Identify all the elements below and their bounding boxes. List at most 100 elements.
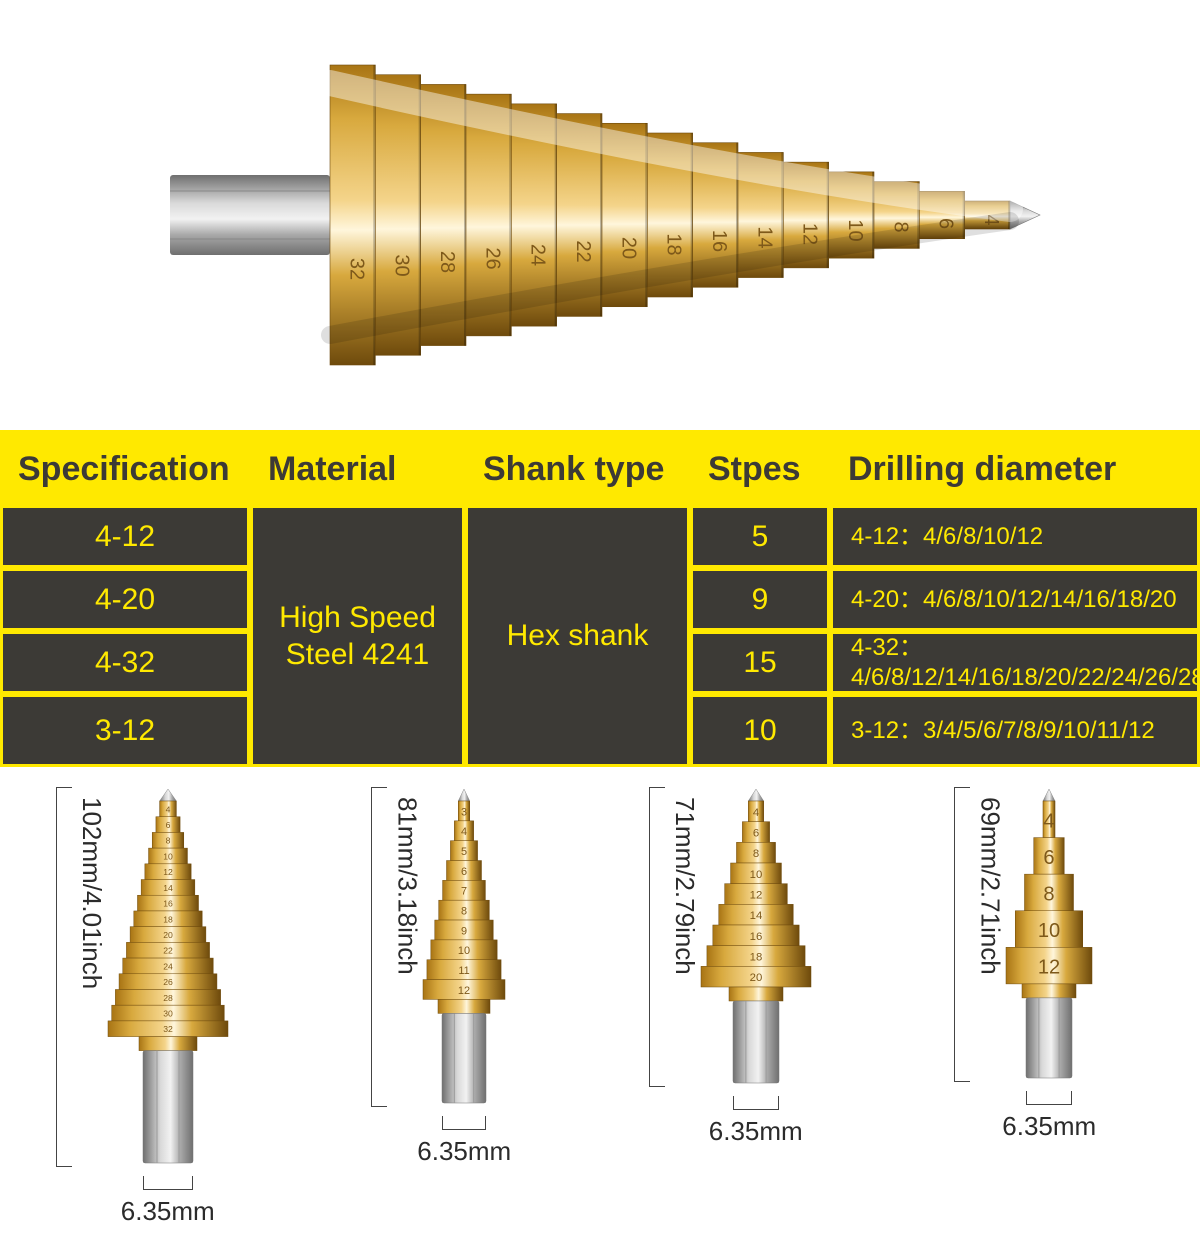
svg-text:22: 22 (163, 946, 173, 956)
spec-header-row: Specification Material Shank type Stpes … (0, 430, 1200, 505)
shank-width-label: 6.35mm (417, 1136, 511, 1167)
lineup-item: 69mm/2.71inch 4681012 6.35mm (976, 787, 1122, 1257)
svg-text:14: 14 (753, 226, 775, 248)
col-header-steps: Stpes (690, 430, 830, 505)
svg-text:20: 20 (163, 930, 173, 940)
svg-text:10: 10 (1038, 920, 1060, 942)
height-bracket (954, 787, 970, 1082)
col-steps: 5 9 15 10 (690, 505, 830, 767)
svg-text:28: 28 (163, 993, 173, 1003)
svg-text:26: 26 (163, 977, 173, 987)
svg-text:8: 8 (165, 836, 170, 846)
svg-text:4: 4 (165, 804, 170, 814)
svg-text:12: 12 (1038, 957, 1060, 979)
svg-text:30: 30 (163, 1008, 173, 1018)
width-bracket (143, 1176, 193, 1190)
col-specification: 4-12 4-20 4-32 3-12 (0, 505, 250, 767)
svg-text:5: 5 (461, 846, 467, 858)
spec-cell: 4-32 (0, 631, 250, 694)
svg-text:12: 12 (749, 890, 762, 902)
svg-text:8: 8 (753, 848, 759, 860)
svg-text:6: 6 (753, 828, 759, 840)
svg-text:3: 3 (461, 806, 467, 818)
shank-width-label: 6.35mm (121, 1196, 215, 1227)
step-drill-icon: 4 6 8 10 12 14 16 18 20 (671, 787, 841, 1087)
svg-text:14: 14 (749, 910, 762, 922)
svg-text:10: 10 (749, 869, 762, 881)
diam-cell: 4-20：4/6/8/10/12/14/16/18/20 (830, 568, 1200, 631)
svg-text:16: 16 (163, 899, 173, 909)
shank-width-label: 6.35mm (1002, 1111, 1096, 1142)
shank-cell: Hex shank (465, 505, 690, 767)
svg-text:6: 6 (165, 820, 170, 830)
svg-text:26: 26 (481, 247, 503, 269)
col-shank: Hex shank (465, 505, 690, 767)
svg-text:18: 18 (163, 914, 173, 924)
svg-text:28: 28 (436, 251, 458, 273)
svg-text:8: 8 (1044, 883, 1055, 905)
bit-lineup: 102mm/4.01inch 4681012141618202224262830… (0, 767, 1200, 1257)
step-drill-icon: 4 6 8 10 12 (976, 787, 1122, 1082)
bit-wrap: 4 6 8 10 12 14 16 18 20 (671, 787, 841, 1092)
svg-text:32: 32 (163, 1024, 173, 1034)
bit-wrap: 4 6 8 10 12 (976, 787, 1122, 1087)
svg-text:16: 16 (708, 230, 730, 252)
svg-text:6: 6 (1044, 847, 1055, 869)
col-diameter: 4-12：4/6/8/10/12 4-20：4/6/8/10/12/14/16/… (830, 505, 1200, 767)
lineup-item: 81mm/3.18inch 3456789101112 6.35mm (393, 787, 535, 1257)
step-drill-hero: 323028262422201816141210864 (150, 25, 1050, 405)
col-material: High Speed Steel 4241 (250, 505, 465, 767)
svg-text:7: 7 (461, 886, 467, 898)
svg-text:12: 12 (458, 985, 470, 997)
svg-text:8: 8 (461, 905, 467, 917)
steps-cell: 5 (690, 505, 830, 568)
height-bracket (649, 787, 665, 1087)
lineup-item: 71mm/2.79inch 468101214161820 6.35mm (671, 787, 841, 1257)
svg-text:24: 24 (163, 961, 173, 971)
svg-text:18: 18 (663, 233, 685, 255)
svg-text:20: 20 (749, 972, 762, 984)
hero-image: 323028262422201816141210864 (0, 0, 1200, 430)
svg-text:12: 12 (163, 867, 173, 877)
svg-text:11: 11 (459, 965, 470, 977)
steps-cell: 15 (690, 631, 830, 694)
col-header-diameter: Drilling diameter (830, 430, 1200, 505)
step-drill-icon: 3 4 5 6 7 8 9 10 11 12 (393, 787, 535, 1107)
svg-text:18: 18 (749, 952, 762, 964)
spec-table: Specification Material Shank type Stpes … (0, 430, 1200, 767)
height-bracket (56, 787, 72, 1167)
svg-text:24: 24 (527, 244, 549, 266)
shank-width-label: 6.35mm (709, 1116, 803, 1147)
spec-cell: 4-20 (0, 568, 250, 631)
svg-text:10: 10 (458, 945, 470, 957)
width-bracket (442, 1116, 486, 1130)
svg-text:4: 4 (1044, 810, 1055, 832)
diam-cell: 3-12：3/4/5/6/7/8/9/10/11/12 (830, 694, 1200, 767)
col-header-specification: Specification (0, 430, 250, 505)
col-header-material: Material (250, 430, 465, 505)
step-drill-icon: 4 6 8 10 12 14 16 18 20 22 24 26 28 30 32 (78, 787, 258, 1167)
svg-text:4: 4 (753, 807, 759, 819)
diam-cell: 4-12：4/6/8/10/12 (830, 505, 1200, 568)
svg-text:10: 10 (163, 851, 173, 861)
bit-wrap: 3 4 5 6 7 8 9 10 11 12 (393, 787, 535, 1112)
svg-text:32: 32 (345, 258, 367, 280)
svg-text:6: 6 (461, 866, 467, 878)
svg-text:4: 4 (461, 826, 467, 838)
svg-text:14: 14 (163, 883, 173, 893)
width-bracket (1026, 1091, 1072, 1105)
svg-text:30: 30 (391, 254, 413, 276)
steps-cell: 10 (690, 694, 830, 767)
svg-text:9: 9 (461, 925, 467, 937)
spec-body: 4-12 4-20 4-32 3-12 High Speed Steel 424… (0, 505, 1200, 767)
spec-cell: 4-12 (0, 505, 250, 568)
height-bracket (371, 787, 387, 1107)
bit-wrap: 4 6 8 10 12 14 16 18 20 22 24 26 28 30 32 (78, 787, 258, 1172)
col-header-shank: Shank type (465, 430, 690, 505)
lineup-item: 102mm/4.01inch 4681012141618202224262830… (78, 787, 258, 1257)
svg-text:22: 22 (572, 240, 594, 262)
diam-cell: 4-32：4/6/8/12/14/16/18/20/22/24/26/28/30… (830, 631, 1200, 694)
svg-text:16: 16 (749, 931, 762, 943)
steps-cell: 9 (690, 568, 830, 631)
width-bracket (733, 1096, 779, 1110)
